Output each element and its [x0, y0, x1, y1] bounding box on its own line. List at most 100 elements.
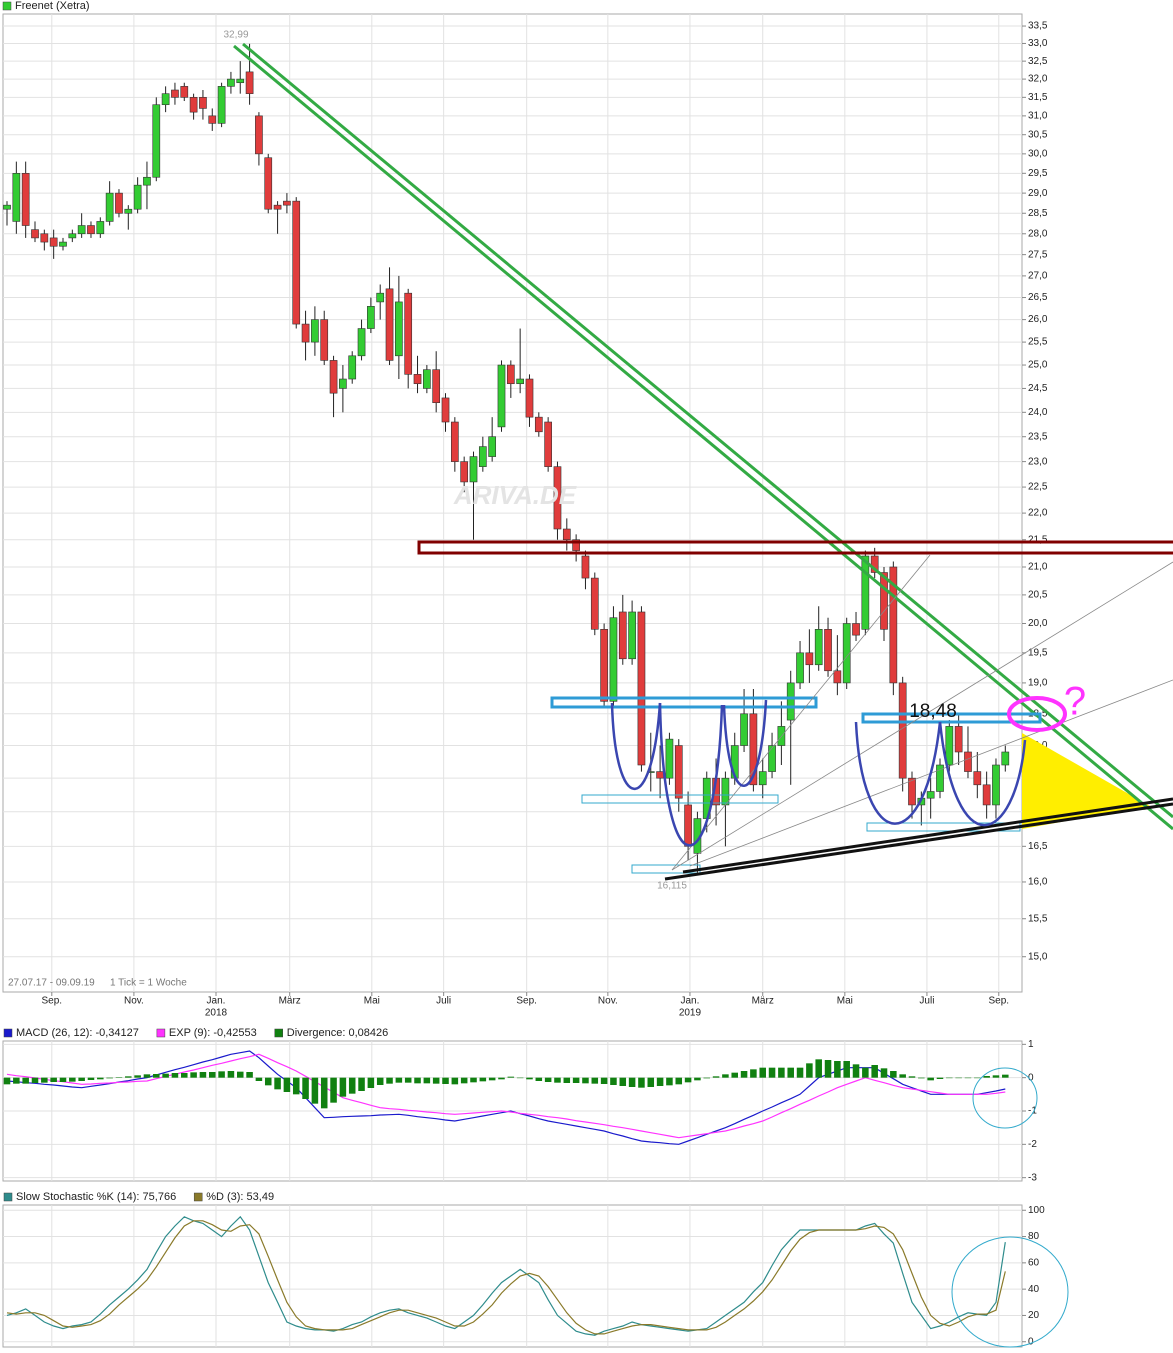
- y-tick-label: -3: [1028, 1172, 1037, 1183]
- divergence-bar: [974, 1077, 981, 1079]
- y-tick-label: 21,5: [1028, 534, 1048, 545]
- candle-body: [842, 623, 851, 684]
- divergence-bar: [890, 1071, 897, 1078]
- candle-body: [413, 374, 422, 385]
- divergence-bar: [283, 1077, 291, 1092]
- candle-body: [423, 369, 431, 389]
- divergence-bar: [227, 1071, 235, 1078]
- divergence-bar: [311, 1077, 319, 1104]
- candle-body: [525, 378, 534, 418]
- candle-body: [236, 78, 245, 84]
- candle-body: [982, 784, 991, 806]
- candle-body: [339, 378, 347, 389]
- candle-body: [59, 241, 67, 247]
- candle-body: [544, 421, 552, 467]
- candle-body: [450, 421, 459, 462]
- candle-body: [143, 176, 151, 186]
- divergence-bar: [918, 1077, 925, 1079]
- legend-label: EXP (9): -0,42553: [169, 1027, 257, 1039]
- candle-body: [581, 555, 590, 579]
- candle-body: [945, 726, 954, 766]
- divergence-bar: [423, 1077, 431, 1084]
- candle-body: [320, 319, 329, 361]
- legend-label: Slow Stochastic %K (14): 75,766: [16, 1191, 176, 1203]
- candle-body: [665, 738, 674, 779]
- candle-body: [105, 192, 114, 222]
- divergence-bar: [292, 1077, 300, 1095]
- divergence-bar: [367, 1077, 375, 1088]
- divergence-bar: [181, 1073, 188, 1078]
- y-tick-label: 40: [1028, 1284, 1040, 1295]
- candle-body: [833, 670, 842, 684]
- candle-body: [973, 771, 982, 786]
- candle-body: [283, 200, 291, 206]
- candle-body: [432, 369, 441, 404]
- divergence-bar: [638, 1077, 645, 1088]
- divergence-bar: [320, 1077, 328, 1109]
- y-tick-label: 30,5: [1028, 129, 1048, 140]
- highlight-ellipse: [1007, 696, 1067, 732]
- divergence-bar: [302, 1077, 309, 1099]
- mark-layer: [3, 43, 1010, 1336]
- candle-body: [600, 629, 608, 702]
- candle-body: [273, 204, 282, 210]
- candle-body: [478, 446, 487, 467]
- candle-body: [441, 397, 450, 423]
- y-tick-label: 21,0: [1028, 562, 1048, 573]
- legend-swatch: [193, 1192, 203, 1202]
- candle-body: [404, 292, 413, 375]
- divergence-bar: [936, 1077, 944, 1079]
- legend-label: MACD (26, 12): -0,34127: [16, 1027, 139, 1039]
- candle-body: [227, 78, 235, 87]
- candle-body: [180, 86, 189, 98]
- legend-label: Divergence: 0,08426: [287, 1027, 389, 1039]
- divergence-bar: [983, 1076, 990, 1078]
- divergence-bar: [899, 1074, 906, 1078]
- divergence-bar: [451, 1077, 459, 1085]
- divergence-bar: [376, 1077, 384, 1085]
- divergence-bar: [722, 1074, 729, 1078]
- neckline-box: [550, 696, 818, 709]
- trend-line: [242, 42, 1173, 819]
- divergence-bar: [787, 1067, 794, 1078]
- candle-body: [964, 751, 972, 772]
- candle-body: [115, 192, 123, 214]
- candle-body: [908, 777, 916, 806]
- divergence-bar: [125, 1076, 132, 1078]
- x-tick-label: Nov.: [124, 996, 144, 1007]
- y-tick-label: 16,5: [1028, 841, 1048, 852]
- candle-body: [786, 682, 795, 721]
- divergence-bar: [666, 1077, 673, 1086]
- neckline-box: [861, 712, 1042, 724]
- title-swatch: [2, 1, 12, 11]
- divergence-bar: [348, 1077, 356, 1094]
- candle-body: [553, 466, 562, 530]
- x-tick-label: Sep.: [516, 996, 537, 1007]
- y-tick-label: 80: [1028, 1231, 1040, 1242]
- divergence-bar: [880, 1068, 888, 1078]
- candle-body: [572, 539, 580, 551]
- candle-body: [889, 566, 898, 684]
- y-tick-label: 28,0: [1028, 228, 1048, 239]
- x-tick-label: Jan.: [680, 996, 699, 1007]
- candle-body: [311, 319, 319, 343]
- candle-body: [926, 791, 935, 799]
- candle-body: [852, 623, 860, 636]
- x-tick-label: Mai: [837, 996, 853, 1007]
- divergence-bar: [171, 1073, 179, 1078]
- divergence-bar: [460, 1077, 468, 1084]
- divergence-bar: [134, 1075, 141, 1078]
- candle-body: [264, 157, 273, 210]
- divergence-bar: [264, 1077, 272, 1086]
- candle-body: [1001, 751, 1010, 766]
- divergence-bar: [796, 1067, 804, 1078]
- u-curve: [938, 721, 1027, 827]
- divergence-bar: [162, 1073, 169, 1078]
- candle-body: [805, 652, 814, 666]
- divergence-bar: [395, 1077, 403, 1083]
- divergence-bar: [115, 1077, 123, 1078]
- candle-body: [562, 528, 571, 541]
- year-label: 2019: [679, 1008, 702, 1019]
- y-tick-label: 26,0: [1028, 314, 1048, 325]
